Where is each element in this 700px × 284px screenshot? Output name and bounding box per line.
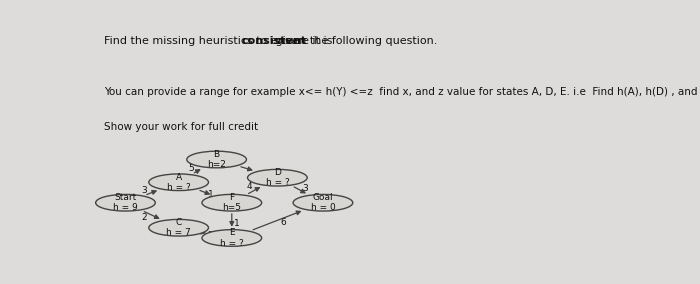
Ellipse shape <box>96 195 155 211</box>
Text: 5: 5 <box>188 164 194 173</box>
Text: Start
h = 9: Start h = 9 <box>113 193 138 212</box>
Text: B
h=2: B h=2 <box>207 150 226 169</box>
Text: Find the missing heuristics to ensure it is: Find the missing heuristics to ensure it… <box>104 36 336 46</box>
Text: consistent: consistent <box>241 36 306 46</box>
Ellipse shape <box>149 174 209 191</box>
Text: 2: 2 <box>141 213 147 222</box>
Ellipse shape <box>202 230 262 246</box>
Ellipse shape <box>293 195 353 211</box>
Text: 4: 4 <box>246 182 252 191</box>
Ellipse shape <box>202 195 262 211</box>
Text: A
h = ?: A h = ? <box>167 173 190 192</box>
Text: Show your work for full credit: Show your work for full credit <box>104 122 258 131</box>
Ellipse shape <box>248 169 307 186</box>
Ellipse shape <box>149 220 209 236</box>
Text: F
h=5: F h=5 <box>223 193 241 212</box>
Text: 6: 6 <box>280 218 286 227</box>
Text: 2: 2 <box>208 231 213 239</box>
Text: E
h = ?: E h = ? <box>220 228 244 248</box>
Text: 1: 1 <box>208 190 213 199</box>
Ellipse shape <box>187 151 246 168</box>
Text: Goal
h = 0: Goal h = 0 <box>311 193 335 212</box>
Text: 3: 3 <box>141 186 147 195</box>
Text: given the following question.: given the following question. <box>272 36 438 46</box>
Text: 1: 1 <box>234 219 240 228</box>
Text: You can provide a range for example x<= h(Y) <=z  find x, and z value for states: You can provide a range for example x<= … <box>104 87 700 97</box>
Text: C
h = 7: C h = 7 <box>167 218 191 237</box>
Text: D
h = ?: D h = ? <box>265 168 289 187</box>
Text: 3: 3 <box>302 183 309 193</box>
